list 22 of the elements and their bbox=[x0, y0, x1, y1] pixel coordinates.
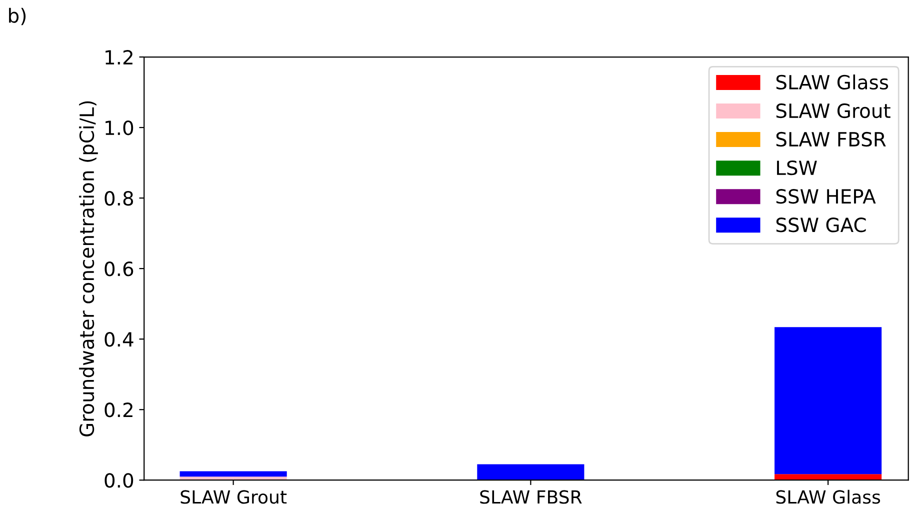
legend-label: LSW bbox=[777, 160, 817, 176]
bar bbox=[774, 474, 882, 480]
y-tick-label: 0.0 bbox=[104, 473, 134, 488]
y-axis-title: Groundwater concentration (pCi/L) bbox=[79, 101, 98, 436]
bar bbox=[180, 471, 287, 477]
legend-label: SLAW Grout bbox=[776, 103, 890, 118]
y-tick-label: 0.2 bbox=[104, 402, 132, 418]
x-tick-label: SLAW Grout bbox=[180, 490, 287, 504]
legend-label: SSW GAC bbox=[776, 218, 866, 232]
bar bbox=[477, 464, 584, 480]
y-tick-label: 0.4 bbox=[104, 332, 134, 347]
x-tick-label: SLAW Glass bbox=[776, 490, 880, 504]
bar bbox=[774, 327, 882, 474]
y-tick-label: 0.6 bbox=[104, 262, 134, 276]
y-tick-label: 1.2 bbox=[106, 50, 132, 64]
x-tick-label: SLAW FBSR bbox=[480, 490, 582, 504]
legend-label: SSW HEPA bbox=[776, 189, 876, 204]
y-tick-label: 0.8 bbox=[104, 191, 134, 206]
legend-label: SLAW FBSR bbox=[776, 132, 886, 147]
y-tick-label: 1.0 bbox=[106, 120, 134, 136]
legend-label: SLAW Glass bbox=[776, 74, 888, 90]
text: b) bbox=[9, 8, 26, 26]
